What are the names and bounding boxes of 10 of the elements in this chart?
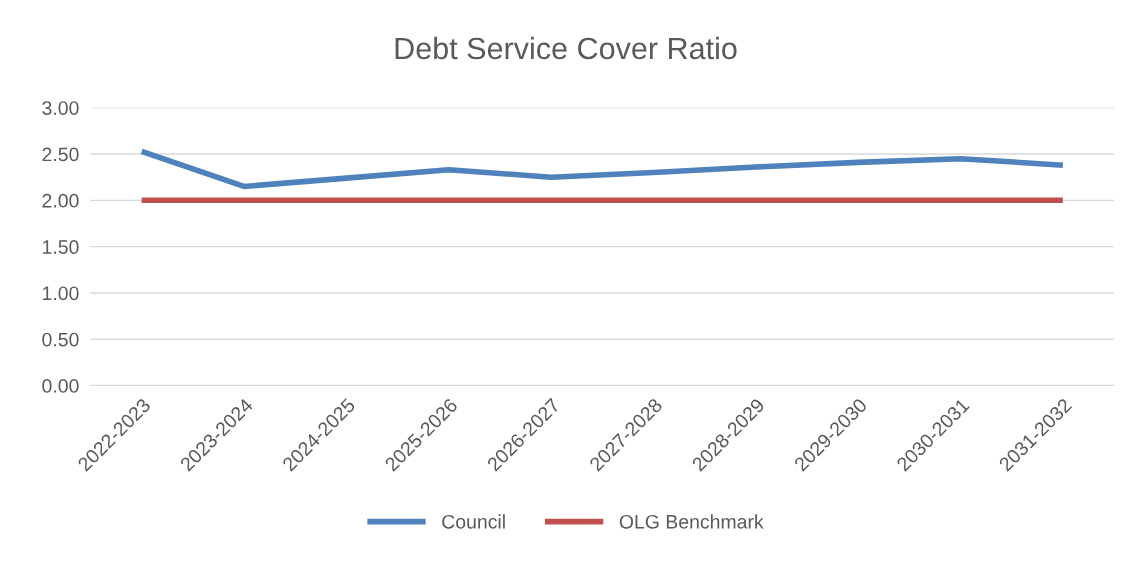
legend-label: Council xyxy=(442,514,505,529)
y-tick-label: 0.50 xyxy=(42,332,79,347)
y-tick-label: 0.00 xyxy=(42,379,79,393)
y-tick-label: 3.00 xyxy=(42,101,79,115)
y-tick-label: 2.00 xyxy=(42,193,79,208)
legend-label: OLG Benchmark xyxy=(619,514,764,529)
chart-title: Debt Service Cover Ratio xyxy=(395,36,737,60)
y-tick-label: 2.50 xyxy=(42,147,79,162)
y-tick-label: 1.00 xyxy=(43,286,79,301)
y-tick-label: 1.50 xyxy=(43,240,79,254)
